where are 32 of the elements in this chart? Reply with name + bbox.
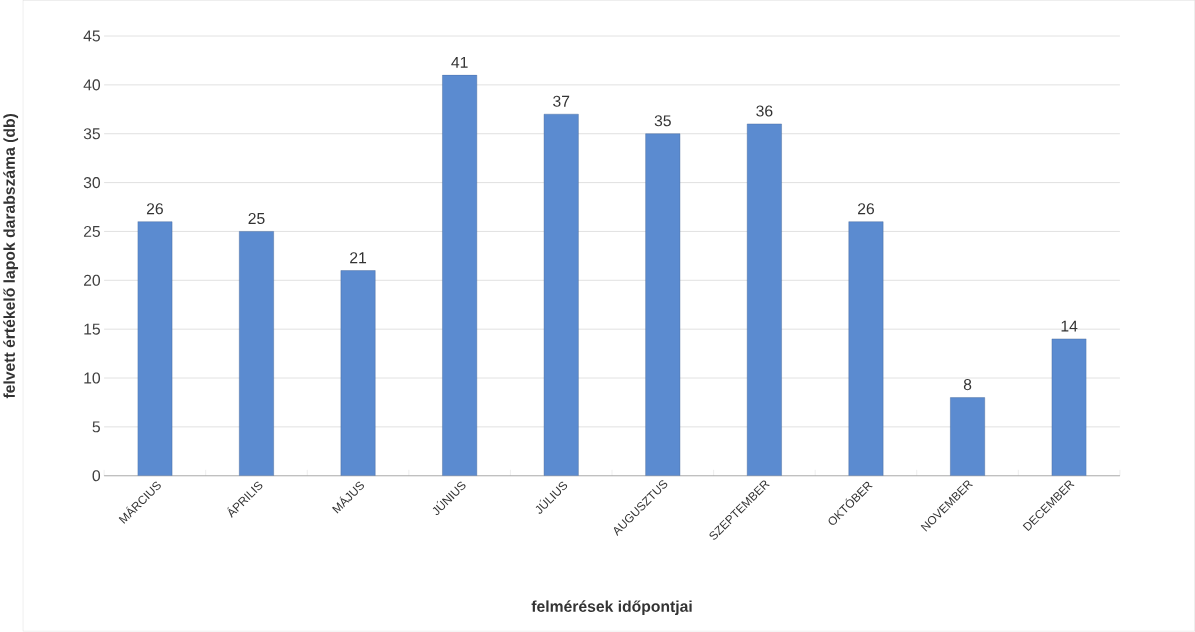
bar <box>848 221 884 476</box>
bar <box>747 124 782 476</box>
y-tick-label: 40 <box>83 79 101 91</box>
bar <box>137 221 173 476</box>
y-tick-label: 30 <box>83 177 101 189</box>
data-label: 26 <box>858 203 875 215</box>
y-tick-label: 5 <box>92 421 100 433</box>
data-label: 36 <box>756 105 773 117</box>
data-label: 14 <box>1061 320 1078 332</box>
bar <box>950 397 985 476</box>
data-label: 37 <box>553 95 570 108</box>
data-label: 41 <box>451 57 468 68</box>
data-label: 25 <box>248 213 265 225</box>
bar <box>442 75 478 476</box>
y-tick-label: 10 <box>84 372 101 384</box>
bar <box>340 270 376 476</box>
y-axis-title: felvett értékelő lapok darabszáma (db) <box>3 114 19 399</box>
data-label: 8 <box>963 379 972 391</box>
bar <box>645 133 681 476</box>
y-tick-label: 45 <box>83 30 100 42</box>
y-tick-label: 35 <box>83 128 100 140</box>
y-tick-label: 25 <box>83 226 100 238</box>
y-tick-label: 0 <box>92 470 101 482</box>
data-label: 35 <box>654 115 671 127</box>
bar <box>543 114 579 476</box>
y-tick-label: 20 <box>83 275 101 287</box>
y-tick-label: 15 <box>84 323 100 335</box>
x-axis-title: felmérések időpontjai <box>531 600 692 616</box>
data-label: 21 <box>350 252 367 264</box>
data-label: 26 <box>146 203 163 215</box>
bar <box>1051 338 1087 476</box>
bar <box>239 231 274 476</box>
